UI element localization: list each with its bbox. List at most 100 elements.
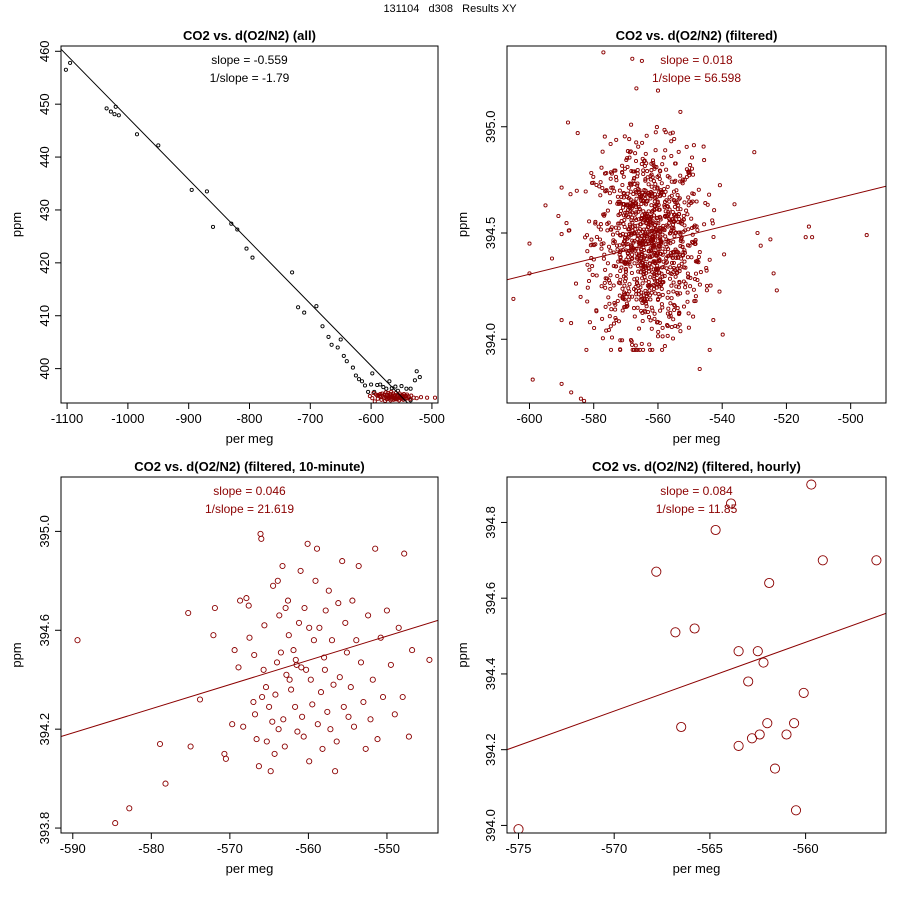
data-point — [611, 283, 616, 288]
data-point — [681, 229, 686, 234]
data-point — [654, 216, 659, 221]
data-point — [594, 273, 599, 278]
data-point — [672, 307, 677, 313]
data-point — [624, 203, 629, 208]
data-point — [370, 396, 375, 401]
data-point — [655, 319, 660, 324]
data-point — [275, 726, 282, 733]
data-point — [688, 163, 693, 168]
data-point — [652, 203, 657, 208]
data-point — [653, 291, 658, 296]
data-point — [632, 238, 637, 243]
data-point — [627, 222, 632, 227]
data-point — [670, 627, 681, 638]
data-point — [269, 718, 276, 725]
data-point — [659, 265, 665, 270]
data-point — [643, 253, 648, 258]
data-point — [641, 209, 646, 214]
data-point — [322, 607, 329, 614]
data-point — [378, 382, 383, 387]
data-point — [108, 109, 113, 114]
data-point — [74, 637, 81, 644]
data-point — [643, 291, 649, 296]
data-point — [652, 276, 657, 281]
data-point — [345, 713, 352, 720]
data-point — [732, 202, 737, 207]
data-point — [511, 296, 516, 301]
x-tick-label: -550 — [374, 841, 400, 856]
data-point — [549, 256, 555, 261]
data-point — [666, 290, 671, 295]
data-point — [393, 384, 398, 389]
data-point — [670, 253, 675, 258]
y-tick-label: 394.5 — [483, 217, 498, 250]
data-point — [615, 247, 620, 252]
data-point — [669, 324, 674, 330]
data-point — [635, 167, 640, 173]
data-point — [653, 182, 658, 187]
data-point — [803, 235, 808, 240]
data-point — [691, 287, 696, 292]
data-point — [657, 277, 662, 283]
data-point — [695, 277, 700, 283]
data-point — [613, 315, 618, 321]
data-point — [707, 347, 712, 352]
data-point — [656, 329, 661, 334]
data-point — [682, 248, 687, 253]
x-tick-label: -570 — [601, 841, 627, 856]
data-point — [602, 171, 608, 176]
data-point — [618, 259, 623, 264]
data-point — [657, 176, 662, 182]
data-point — [660, 305, 665, 310]
y-tick-label: 410 — [37, 305, 52, 327]
data-point — [622, 217, 627, 223]
data-point — [319, 745, 326, 752]
data-point — [620, 182, 625, 188]
data-point — [657, 243, 662, 248]
data-point — [656, 292, 661, 297]
data-point — [666, 204, 671, 209]
data-point — [615, 273, 620, 279]
data-point — [650, 234, 656, 239]
data-point — [314, 304, 319, 309]
data-point — [229, 221, 234, 226]
data-point — [717, 289, 722, 294]
data-point — [633, 151, 638, 156]
data-point — [676, 149, 681, 154]
data-point — [527, 241, 532, 246]
data-point — [682, 200, 687, 205]
data-point — [636, 253, 642, 259]
data-point — [648, 246, 653, 251]
data-point — [691, 143, 696, 148]
data-point — [678, 109, 683, 114]
data-point — [597, 237, 603, 242]
data-point — [652, 164, 657, 169]
data-point — [620, 170, 625, 175]
data-point — [711, 234, 716, 240]
data-point — [640, 213, 645, 218]
data-point — [613, 225, 618, 230]
data-point — [659, 271, 664, 276]
data-point — [688, 275, 693, 280]
data-point — [414, 369, 419, 374]
data-point — [617, 188, 622, 193]
data-point — [743, 676, 754, 687]
data-point — [625, 194, 630, 199]
chart-panel-4: CO2 vs. d(O2/N2) (filtered, hourly) per m… — [455, 459, 887, 876]
data-point — [675, 193, 680, 198]
data-point — [314, 721, 321, 728]
data-point — [663, 261, 668, 266]
data-point — [754, 729, 765, 740]
data-point — [599, 165, 604, 170]
data-point — [335, 345, 340, 350]
data-point — [261, 622, 268, 629]
data-point — [267, 768, 274, 775]
data-point — [603, 267, 608, 272]
data-point — [611, 321, 617, 326]
plot-frame — [60, 45, 439, 404]
data-point — [655, 334, 661, 339]
x-tick-label: -570 — [217, 841, 243, 856]
data-point — [647, 214, 652, 219]
